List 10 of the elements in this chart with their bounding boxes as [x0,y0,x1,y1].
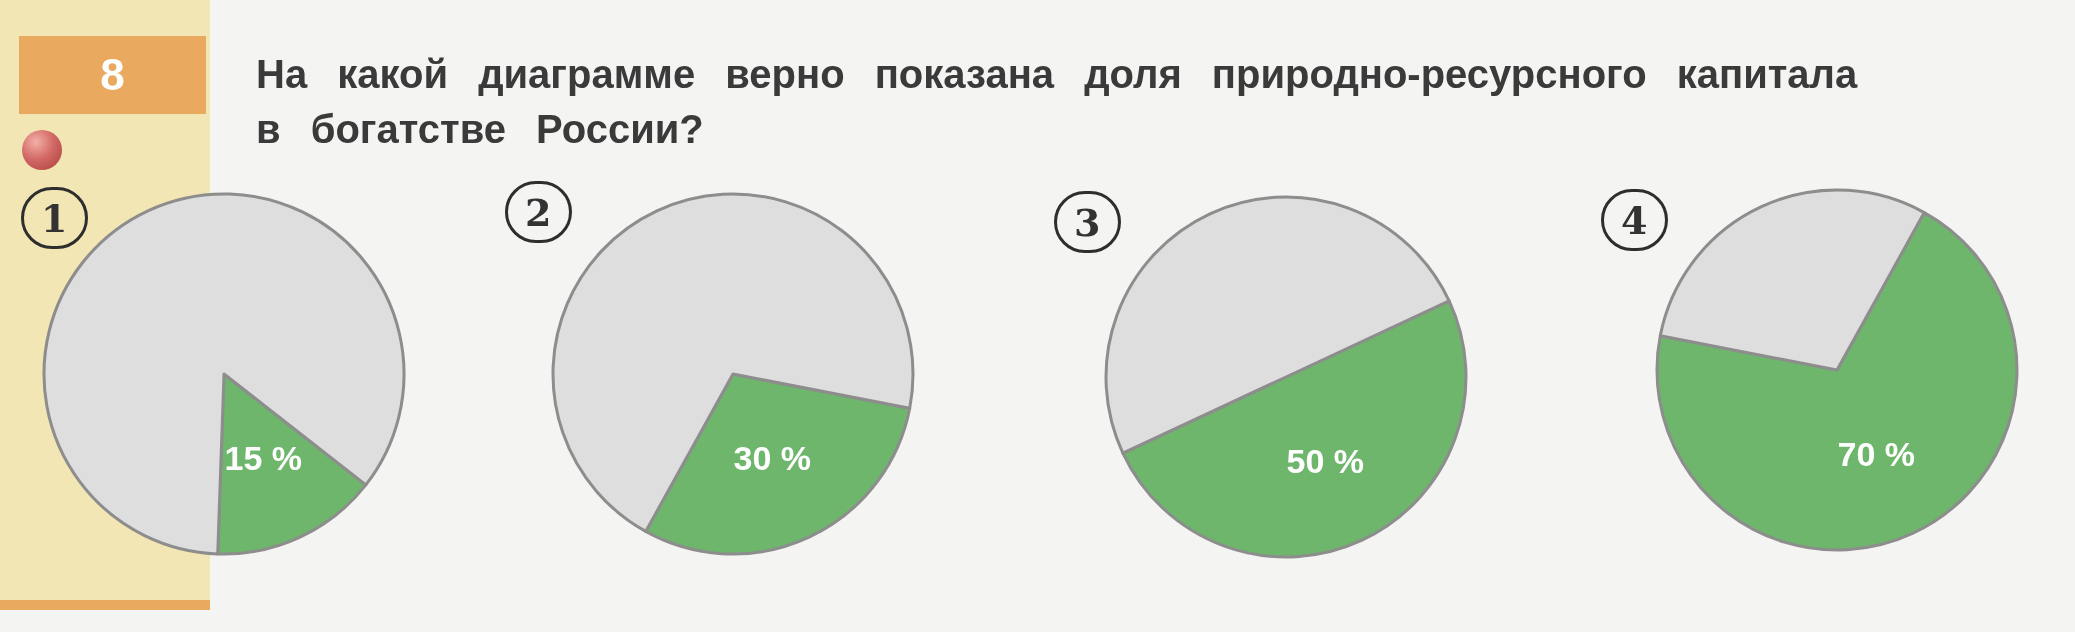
data-label: 50 % [1286,442,1365,481]
text: На какой диаграмме верно показана доля природно-ресурсного капитала в богатстве России? [256,51,1859,153]
data-label: 70 % [1837,435,1916,474]
text: 8 [19,36,206,114]
chart-title: 3 [1074,199,1101,245]
chart-title: 4 [1621,197,1648,243]
data-label: 15 % [224,439,303,478]
data-label: 30 % [733,439,812,478]
chart-title: 2 [525,189,552,235]
chart-title: 1 [41,195,68,241]
